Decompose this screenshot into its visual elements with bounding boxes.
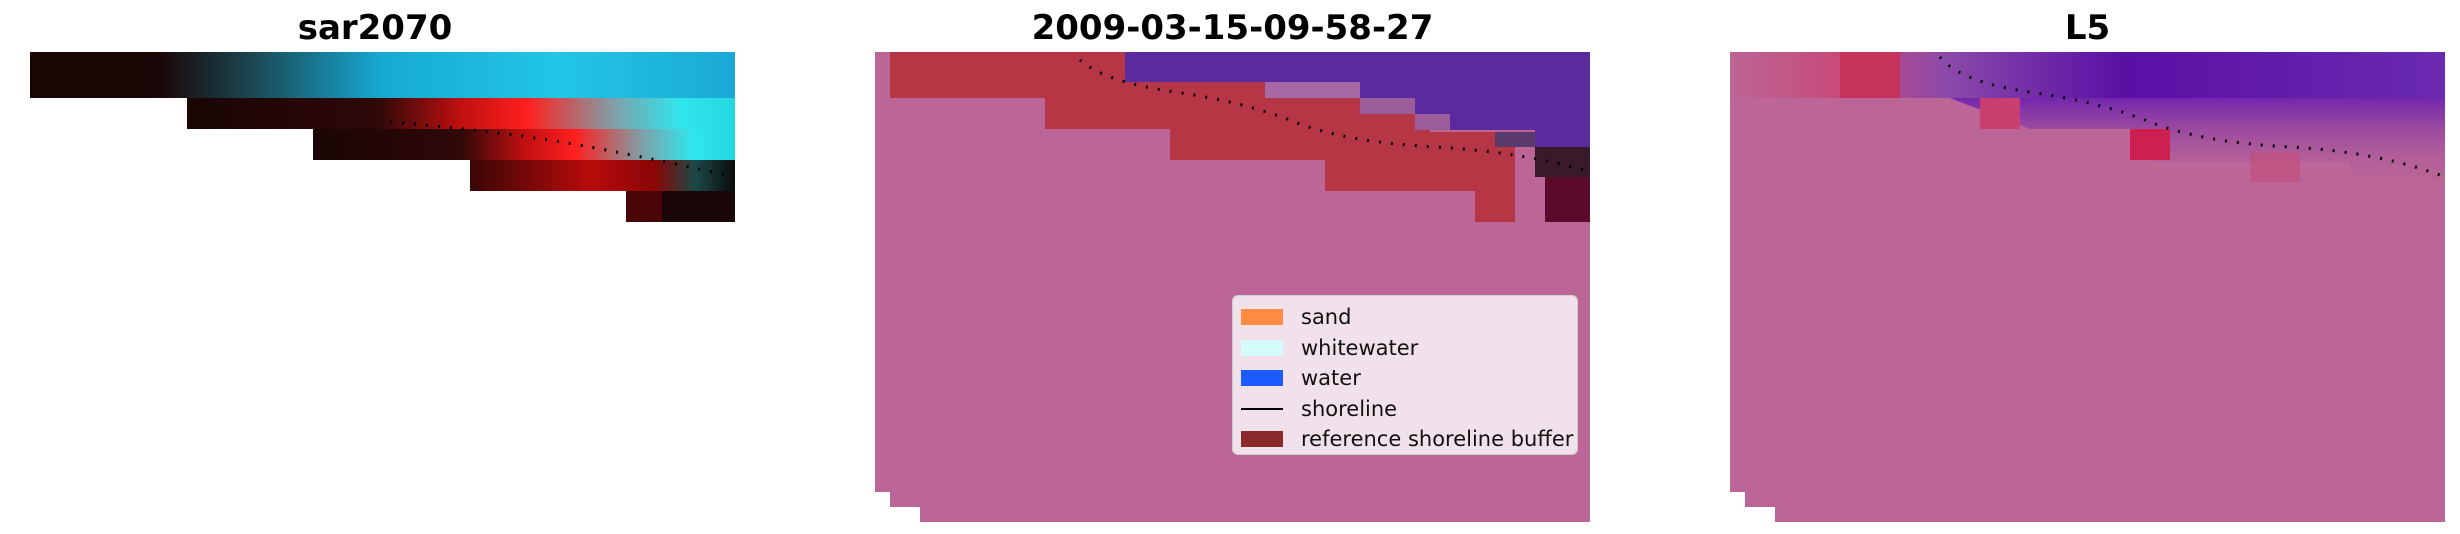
legend-swatch-sand: [1241, 309, 1283, 326]
legend-swatch-shoreline: [1241, 407, 1283, 410]
legend-label: whitewater: [1301, 335, 1419, 360]
legend-item-shoreline: shoreline: [1233, 394, 1577, 425]
rgb-image-panel: [30, 52, 735, 222]
panel-title-sar2070: sar2070: [297, 8, 453, 48]
panel-title-l5: L5: [2064, 8, 2111, 48]
legend-swatch-water: [1241, 370, 1283, 387]
probability-panel: [1730, 52, 2445, 522]
legend-label: shoreline: [1301, 396, 1398, 421]
legend-item-water: water: [1233, 363, 1577, 394]
legend-item-sand: sand: [1233, 302, 1577, 333]
legend-swatch-reference-buffer: [1241, 431, 1283, 448]
legend-label: water: [1301, 366, 1361, 391]
legend-label: sand: [1301, 305, 1352, 330]
classification-panel: [875, 52, 1590, 522]
legend-label: reference shoreline buffer: [1301, 427, 1574, 452]
legend-item-reference-buffer: reference shoreline buffer: [1233, 424, 1577, 455]
legend-item-whitewater: whitewater: [1233, 333, 1577, 364]
panel-title-date: 2009-03-15-09-58-27: [1031, 8, 1434, 48]
legend: sand whitewater water shoreline referenc…: [1232, 295, 1578, 455]
legend-swatch-whitewater: [1241, 339, 1283, 356]
